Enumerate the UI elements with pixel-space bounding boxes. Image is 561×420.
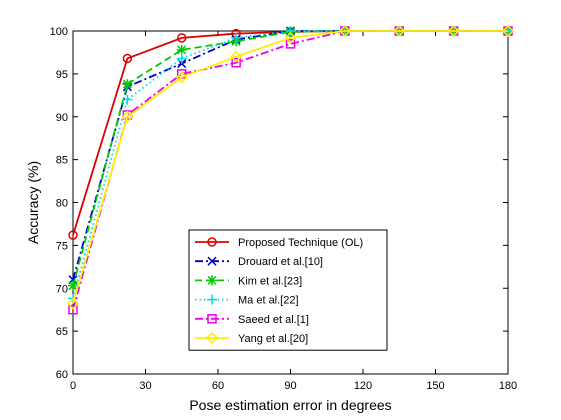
legend-entry: Yang et al.[20] [195, 331, 308, 345]
data-point-marker [207, 237, 217, 247]
data-point-marker [122, 53, 133, 64]
data-point-marker [230, 50, 243, 63]
data-point-marker [284, 31, 297, 44]
y-tick-label: 90 [56, 112, 68, 124]
x-tick-label: 30 [139, 380, 151, 392]
legend-entry: Drouard et al.[10] [195, 256, 323, 268]
data-point-marker [393, 24, 406, 38]
y-tick-label: 60 [56, 369, 68, 381]
data-point-marker [207, 314, 217, 324]
data-point-marker [207, 256, 217, 266]
x-tick-label: 60 [212, 380, 224, 392]
data-point-marker [122, 94, 133, 105]
legend-label: Kim et al.[23] [238, 275, 302, 287]
legend: Proposed Technique (OL) Drouard et al.[10… [188, 229, 388, 351]
axis-ticks: 0 30 60 90 120 150 180 60 65 70 75 80 85 90 95 100 [50, 26, 518, 392]
series-6 [66, 24, 515, 310]
legend-entry: Ma et al.[22] [195, 294, 299, 307]
data-point-marker [285, 26, 296, 36]
data-point-marker [205, 331, 219, 345]
data-point-marker [338, 24, 351, 38]
legend-entry: Proposed Technique (OL) [195, 237, 363, 249]
data-point-marker [447, 24, 460, 38]
y-tick-label: 65 [56, 326, 68, 338]
legend-label: Proposed Technique (OL) [238, 237, 363, 249]
y-axis-title: Accuracy (%) [25, 161, 41, 244]
x-tick-label: 180 [499, 380, 517, 392]
data-point-marker [175, 71, 188, 84]
y-tick-label: 80 [56, 198, 68, 210]
y-tick-label: 100 [50, 26, 68, 38]
data-point-marker [231, 32, 242, 43]
x-tick-label: 0 [70, 380, 76, 392]
series-lines [66, 24, 515, 315]
data-point-marker [68, 230, 78, 240]
x-tick-label: 90 [284, 380, 296, 392]
x-axis-title: Pose estimation error in degrees [189, 397, 391, 413]
x-tick-label: 120 [354, 380, 372, 392]
data-point-marker [122, 79, 133, 90]
data-point-marker [68, 304, 78, 315]
legend-entry: Saeed et al.[1] [195, 314, 309, 326]
y-tick-label: 70 [56, 283, 68, 295]
data-point-marker [121, 110, 134, 123]
data-point-marker [66, 297, 80, 310]
y-tick-label: 75 [56, 240, 68, 252]
legend-label: Yang et al.[20] [238, 333, 308, 345]
x-tick-label: 150 [426, 380, 444, 392]
data-point-marker [176, 53, 187, 64]
data-point-marker [68, 280, 78, 291]
data-point-marker [231, 57, 241, 68]
legend-label: Drouard et al.[10] [238, 256, 323, 268]
legend-entry: Kim et al.[23] [195, 275, 302, 287]
data-point-marker [285, 39, 296, 49]
data-point-marker [207, 294, 217, 305]
data-point-marker [207, 275, 217, 286]
legend-label: Ma et al.[22] [238, 295, 299, 307]
legend-box [188, 229, 388, 351]
y-tick-label: 95 [56, 69, 68, 81]
data-point-marker [501, 24, 515, 38]
legend-label: Saeed et al.[1] [238, 314, 309, 326]
series-line [72, 30, 508, 304]
y-tick-label: 85 [56, 155, 68, 167]
data-point-marker [177, 33, 187, 43]
data-point-marker [176, 44, 187, 55]
